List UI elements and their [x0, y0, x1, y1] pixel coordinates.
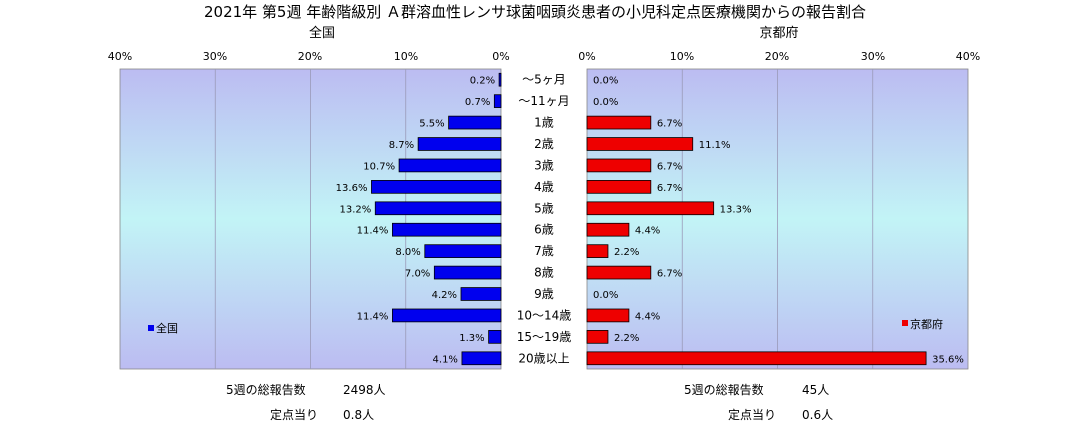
- right-bar: [586, 351, 927, 366]
- right-value-label: 4.4%: [635, 226, 660, 237]
- right-per-value: 0.6人: [802, 408, 833, 422]
- category-label: 4歳: [534, 180, 554, 194]
- left-tick-10: 10%: [394, 50, 418, 63]
- left-bar: [493, 94, 502, 108]
- right-total-value: 45人: [802, 383, 829, 397]
- right-tick-0: 0%: [578, 50, 595, 63]
- left-bar: [424, 244, 502, 258]
- left-value-label: 4.1%: [433, 354, 458, 365]
- left-bar: [498, 72, 502, 87]
- right-value-label: 2.2%: [614, 247, 639, 258]
- right-value-label: 6.7%: [657, 119, 682, 130]
- left-bar: [392, 308, 502, 323]
- left-panel-title: 全国: [309, 25, 335, 41]
- left-value-label: 0.2%: [470, 76, 495, 87]
- right-value-label: 0.0%: [593, 76, 618, 87]
- left-bar: [374, 201, 502, 216]
- right-panel-title: 京都府: [759, 26, 798, 41]
- right-bar: [586, 308, 630, 323]
- left-value-label: 13.6%: [336, 183, 368, 194]
- right-value-label: 2.2%: [614, 333, 639, 344]
- category-label: 8歳: [534, 266, 554, 280]
- category-label: 3歳: [534, 158, 554, 172]
- left-bar: [433, 265, 502, 280]
- right-legend-swatch: [902, 320, 908, 326]
- right-value-label: 6.7%: [657, 161, 682, 172]
- chart-title: 2021年 第5週 年齢階級別 Ａ群溶血性レンサ球菌咽頭炎患者の小児科定点医療機…: [204, 3, 866, 21]
- left-value-label: 0.7%: [465, 97, 490, 108]
- right-value-label: 0.0%: [593, 97, 618, 108]
- category-label: 5歳: [534, 201, 554, 215]
- left-bar: [392, 222, 502, 237]
- left-bar: [448, 115, 502, 130]
- right-bar: [586, 222, 630, 237]
- right-value-label: 4.4%: [635, 311, 660, 322]
- left-per-label: 定点当り: [270, 407, 318, 422]
- right-tick-20: 20%: [765, 50, 789, 63]
- left-value-label: 7.0%: [405, 269, 430, 280]
- right-bar: [586, 137, 694, 151]
- left-tick-40: 40%: [108, 50, 132, 63]
- category-label: 1歳: [534, 116, 554, 130]
- category-label: ～5ヶ月: [522, 73, 566, 87]
- category-label: ～11ヶ月: [518, 94, 569, 108]
- category-label: 20歳以上: [518, 351, 569, 365]
- left-tick-0: 0%: [492, 50, 509, 63]
- left-bar: [417, 137, 502, 151]
- left-per-value: 0.8人: [343, 408, 374, 422]
- right-bar: [586, 201, 715, 216]
- right-legend: 京都府: [902, 317, 943, 331]
- right-tick-40: 40%: [956, 50, 980, 63]
- category-label: 10～14歳: [517, 308, 572, 322]
- category-label: 6歳: [534, 223, 554, 237]
- left-legend: 全国: [148, 321, 178, 335]
- left-total-value: 2498人: [343, 383, 386, 397]
- left-value-label: 8.0%: [395, 247, 420, 258]
- left-bar: [398, 158, 502, 173]
- left-value-label: 10.7%: [363, 161, 395, 172]
- right-legend-label: 京都府: [910, 317, 943, 331]
- right-bar: [586, 244, 609, 258]
- right-value-label: 13.3%: [720, 204, 752, 215]
- right-bar: [586, 265, 652, 280]
- left-value-label: 13.2%: [339, 204, 371, 215]
- left-total-label: 5週の総報告数: [226, 382, 306, 397]
- right-value-label: 11.1%: [699, 140, 731, 151]
- right-value-label: 6.7%: [657, 269, 682, 280]
- right-per-label: 定点当り: [728, 407, 776, 422]
- left-value-label: 11.4%: [357, 226, 389, 237]
- left-value-label: 8.7%: [389, 140, 414, 151]
- right-bar: [586, 180, 652, 194]
- category-label: 7歳: [534, 244, 554, 258]
- left-bar: [461, 351, 502, 366]
- left-value-label: 5.5%: [419, 119, 444, 130]
- category-label: 15～19歳: [517, 330, 572, 344]
- right-bar: [586, 158, 652, 173]
- right-bar: [586, 330, 609, 344]
- left-value-label: 11.4%: [357, 311, 389, 322]
- right-tick-30: 30%: [861, 50, 885, 63]
- right-bar: [586, 115, 652, 130]
- left-bar: [488, 330, 502, 344]
- left-legend-swatch: [148, 325, 154, 331]
- left-value-label: 4.2%: [432, 290, 457, 301]
- right-value-label: 6.7%: [657, 183, 682, 194]
- left-bar: [371, 180, 502, 194]
- right-value-label: 0.0%: [593, 290, 618, 301]
- left-value-label: 1.3%: [459, 333, 484, 344]
- category-label: 2歳: [534, 137, 554, 151]
- right-total-label: 5週の総報告数: [684, 382, 764, 397]
- left-tick-30: 30%: [203, 50, 227, 63]
- category-label: 9歳: [534, 287, 554, 301]
- left-bar: [460, 287, 502, 301]
- left-legend-label: 全国: [156, 321, 178, 335]
- right-tick-10: 10%: [670, 50, 694, 63]
- right-value-label: 35.6%: [932, 354, 964, 365]
- left-tick-20: 20%: [298, 50, 322, 63]
